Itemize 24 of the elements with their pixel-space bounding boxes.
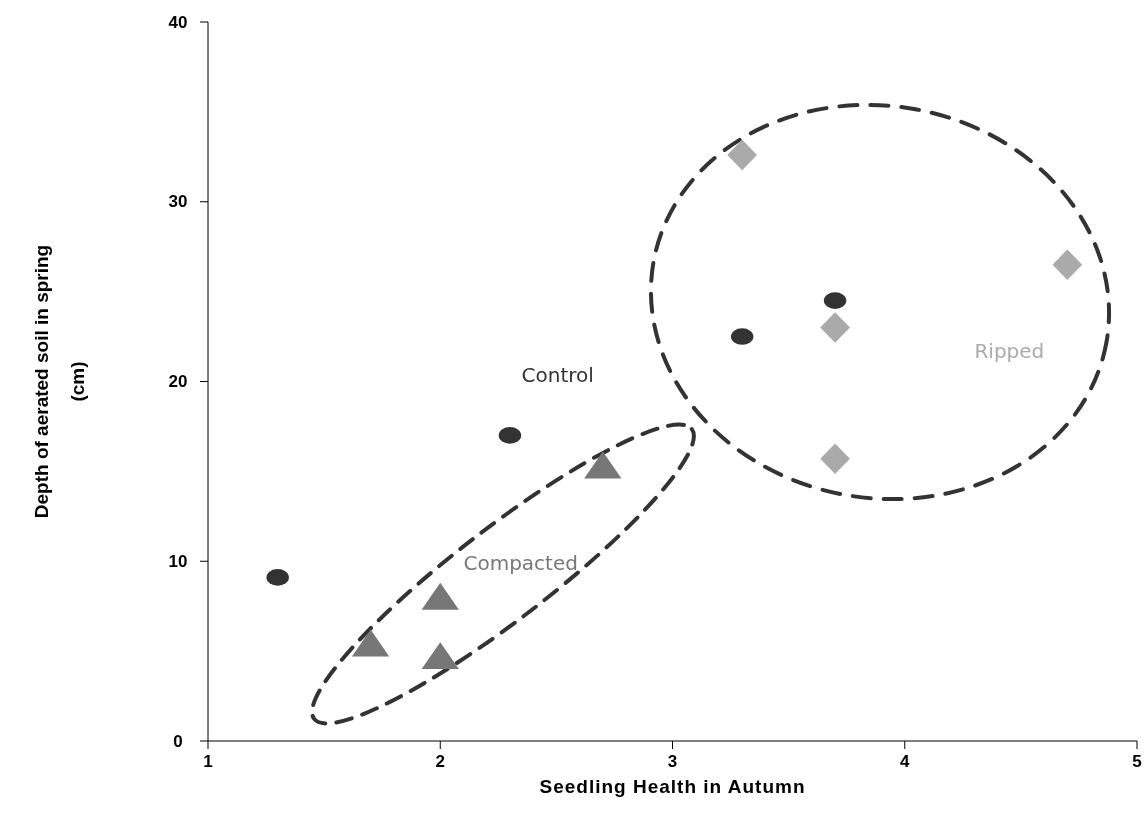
- point: [730, 328, 754, 345]
- x-tick-label: 2: [435, 752, 445, 771]
- y-tick-label: 40: [168, 12, 188, 32]
- point: [351, 629, 390, 657]
- x-tick-label: 1: [203, 752, 213, 771]
- point: [1052, 249, 1083, 280]
- text: Ripped: [974, 339, 1045, 364]
- point: [421, 642, 459, 670]
- y-tick-label: 30: [168, 192, 188, 212]
- y-tick-label: 20: [168, 372, 188, 391]
- y-tick-label: 0: [173, 731, 183, 751]
- point: [820, 312, 850, 343]
- point: [823, 292, 847, 309]
- x-tick-label: 3: [667, 752, 678, 771]
- x-tick-label: 5: [1132, 752, 1142, 771]
- point: [498, 427, 522, 444]
- series-label: Compacted: [463, 551, 578, 576]
- y-axis-title: Depth of aerated soil in spring (cm): [31, 244, 88, 519]
- point: [421, 582, 459, 610]
- text: Control: [521, 362, 594, 387]
- x-tick-label: 4: [900, 752, 911, 771]
- point: [727, 139, 758, 171]
- x-axis-title: Seedling Health in Autumn: [539, 776, 806, 797]
- y-tick-label: 10: [168, 551, 188, 571]
